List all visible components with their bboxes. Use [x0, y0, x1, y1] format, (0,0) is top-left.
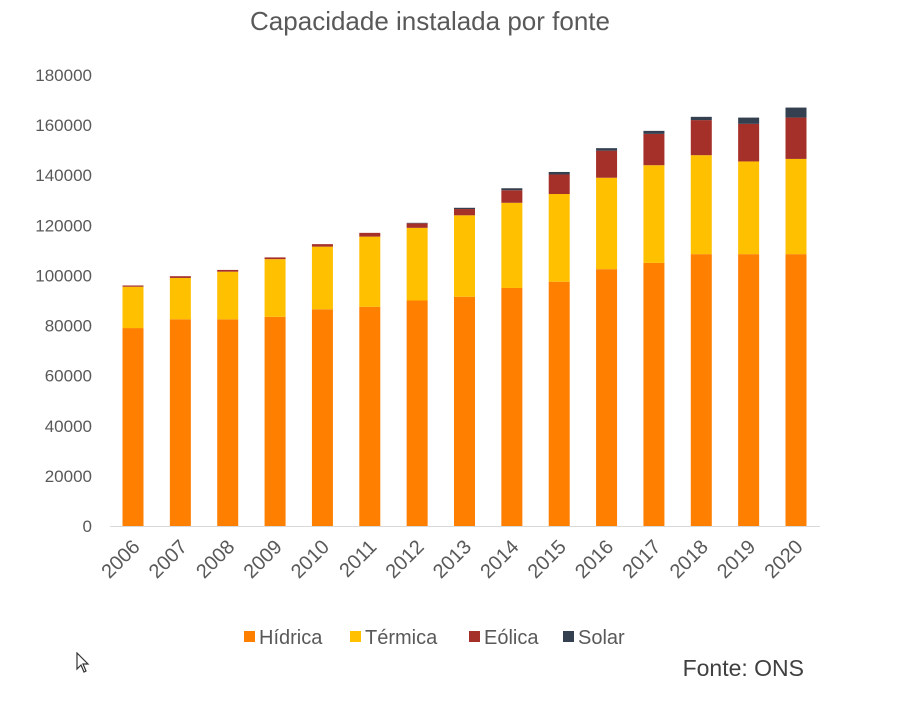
bar-segment-solar — [785, 107, 807, 118]
bar-segment-térmica — [122, 286, 144, 329]
bar-segment-térmica — [169, 277, 191, 320]
bar-segment-térmica — [785, 158, 807, 255]
bar-segment-térmica — [548, 194, 570, 282]
x-tick-label: 2013 — [429, 536, 476, 583]
x-tick-label: 2012 — [382, 536, 429, 583]
y-tick-label: 180000 — [35, 66, 92, 85]
x-tick-label: 2011 — [335, 536, 381, 582]
y-tick-label: 0 — [83, 517, 92, 536]
x-tick-label: 2009 — [240, 536, 287, 583]
bar-segment-solar — [501, 188, 523, 191]
x-tick-label: 2008 — [192, 536, 239, 583]
bar-segment-térmica — [596, 177, 618, 270]
x-tick-label: 2020 — [761, 536, 808, 583]
bar-segment-hídrica — [690, 254, 712, 526]
legend-label: Térmica — [365, 627, 438, 649]
bar-segment-solar — [596, 148, 618, 151]
bar-segment-hídrica — [785, 254, 807, 526]
bar-segment-eólica — [217, 269, 239, 272]
x-tick-label: 2007 — [145, 536, 192, 583]
legend-label: Solar — [578, 627, 625, 649]
bar-segment-térmica — [690, 155, 712, 255]
bar-segment-térmica — [643, 165, 665, 263]
legend-swatch-eólica — [469, 631, 480, 642]
bar-segment-hídrica — [311, 309, 333, 526]
bar-segment-hídrica — [501, 287, 523, 526]
x-tick-label: 2014 — [476, 536, 523, 583]
x-axis: 2006 2007 2008 2009 2010 2011 2012 2013 2014 2015… — [98, 526, 820, 583]
y-axis: 0 20000 40000 60000 80000 100000 120000 140000 1… — [35, 66, 92, 536]
x-tick-label: 2006 — [98, 536, 145, 583]
x-tick-label: 2016 — [571, 536, 618, 583]
y-tick-label: 80000 — [45, 317, 92, 336]
x-tick-label: 2010 — [287, 536, 334, 583]
bar-segment-térmica — [501, 202, 523, 288]
bars — [122, 107, 807, 526]
bar-segment-hídrica — [548, 281, 570, 526]
bar-segment-térmica — [454, 215, 475, 297]
y-tick-label: 20000 — [45, 467, 92, 486]
bar-segment-eólica — [122, 285, 144, 287]
bar-segment-térmica — [359, 236, 381, 307]
legend-swatch-hídrica — [244, 631, 255, 642]
y-tick-label: 100000 — [35, 266, 92, 285]
bar-segment-eólica — [169, 276, 191, 278]
bar-segment-hídrica — [643, 262, 665, 526]
x-tick-label: 2015 — [524, 536, 571, 583]
source-note: Fonte: ONS — [683, 655, 804, 681]
y-tick-label: 160000 — [35, 116, 92, 135]
legend-swatch-térmica — [350, 631, 361, 642]
legend-swatch-solar — [563, 631, 574, 642]
bar-segment-térmica — [311, 246, 333, 310]
y-tick-label: 120000 — [35, 216, 92, 235]
bar-segment-eólica — [264, 257, 286, 260]
y-tick-label: 140000 — [35, 166, 92, 185]
y-tick-label: 60000 — [45, 367, 92, 386]
cursor-icon — [76, 652, 90, 673]
bar-segment-térmica — [264, 259, 286, 317]
bar-segment-solar — [454, 207, 475, 210]
bar-segment-hídrica — [122, 328, 144, 526]
bar-segment-hídrica — [596, 269, 618, 526]
bar-segment-hídrica — [217, 319, 239, 526]
bar-segment-solar — [738, 117, 760, 124]
bar-segment-hídrica — [359, 306, 381, 526]
bar-segment-eólica — [596, 150, 618, 178]
bar-segment-hídrica — [738, 254, 760, 526]
bar-segment-solar — [406, 222, 428, 224]
bar-segment-hídrica — [406, 300, 428, 526]
bar-segment-eólica — [785, 117, 807, 159]
bar-segment-eólica — [501, 190, 523, 203]
y-tick-label: 40000 — [45, 417, 92, 436]
bar-segment-eólica — [690, 120, 712, 156]
bar-segment-eólica — [311, 244, 333, 247]
bar-segment-solar — [690, 116, 712, 121]
bar-segment-eólica — [738, 123, 760, 162]
x-tick-label: 2018 — [666, 536, 713, 583]
bar-segment-solar — [643, 130, 665, 134]
x-tick-label: 2019 — [713, 536, 760, 583]
bar-segment-hídrica — [169, 319, 191, 526]
bar-segment-térmica — [738, 161, 760, 255]
bar-segment-eólica — [359, 232, 381, 237]
x-tick-label: 2017 — [618, 536, 665, 583]
bar-segment-hídrica — [264, 316, 286, 526]
legend-label: Hídrica — [259, 627, 323, 649]
bar-segment-eólica — [643, 133, 665, 166]
legend-label: Eólica — [484, 627, 539, 649]
bar-segment-térmica — [217, 271, 239, 320]
bar-segment-eólica — [548, 174, 570, 195]
bar-segment-solar — [548, 171, 570, 175]
legend: Hídrica Térmica Eólica Solar — [244, 627, 625, 649]
bar-segment-eólica — [406, 223, 428, 228]
bar-segment-térmica — [406, 227, 428, 301]
bar-segment-hídrica — [454, 296, 475, 526]
bar-segment-eólica — [454, 209, 475, 216]
chart-title: Capacidade instalada por fonte — [250, 6, 610, 36]
